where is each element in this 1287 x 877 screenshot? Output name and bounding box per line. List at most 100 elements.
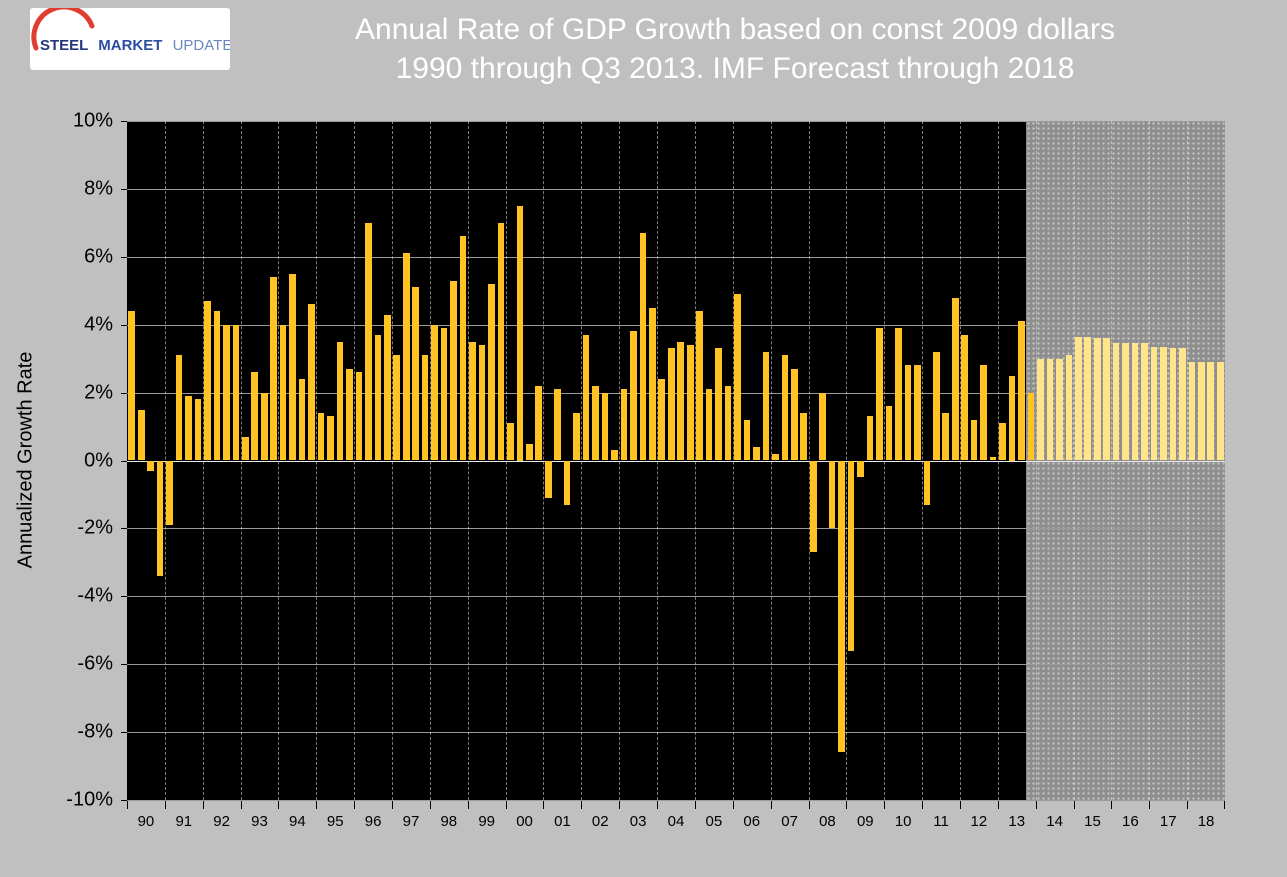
x-tick-mark [1073,801,1075,809]
x-tick-mark [846,801,848,809]
y-tick-mark [121,664,127,666]
gridline [127,188,1225,190]
x-tick-mark [392,801,394,809]
y-tick-label: 2% [84,381,113,404]
gdp-actual-bar [1018,321,1025,461]
gdp-actual-bar [374,334,382,461]
y-tick-label: -6% [77,652,113,675]
gdp-forecast-bar [1056,358,1063,461]
x-year-label: 98 [440,813,458,830]
gdp-actual-bar [791,368,798,461]
x-tick-mark [884,801,886,809]
gdp-forecast-bar [1216,362,1224,461]
gdp-forecast-bar [1179,348,1186,461]
x-year-label: 90 [137,813,155,830]
gdp-forecast-bar [1065,355,1073,461]
x-year-label: 01 [554,813,571,830]
gdp-actual-bar [327,416,334,461]
gdp-forecast-bar [1084,336,1092,461]
year-separator-line [278,121,280,800]
gdp-forecast-bar [1103,338,1110,461]
x-tick-mark [202,801,204,809]
y-tick-label: -2% [77,516,113,539]
svg-text:STEEL MARKET U: STEEL MARKET UPDATE [40,37,230,54]
y-tick-mark [121,324,127,326]
gdp-actual-bar [317,412,325,461]
y-tick-mark [121,188,127,190]
gdp-actual-bar [667,348,675,461]
gdp-actual-bar [895,328,902,461]
x-tick-mark [732,801,734,809]
gdp-actual-bar [847,460,855,651]
gdp-actual-bar [885,406,893,461]
x-tick-mark [354,801,356,809]
year-separator-line [543,121,545,800]
gdp-actual-bar [535,385,543,461]
gdp-actual-bar [601,392,609,461]
x-tick-mark [127,801,128,809]
gdp-actual-bar [488,283,495,461]
y-tick-mark [121,460,127,462]
gdp-actual-bar [232,324,240,461]
x-year-label: 04 [667,813,685,830]
gdp-actual-bar [242,436,249,461]
x-tick-mark [1224,801,1225,809]
x-tick-mark [240,801,242,809]
gdp-actual-bar [724,385,732,461]
gdp-actual-bar [137,409,145,461]
steel-market-update-logo: STEEL MARKET UPDATE [30,4,232,75]
x-year-label: 15 [1084,813,1101,830]
x-tick-mark [581,801,583,809]
gdp-actual-bar [753,446,760,461]
plot-area [127,121,1225,801]
gdp-actual-bar [961,334,968,461]
x-year-label: 07 [781,813,798,830]
x-tick-mark [808,801,810,809]
gdp-actual-bar [431,324,438,461]
gdp-actual-bar [866,416,874,461]
gdp-actual-bar [450,280,457,461]
x-year-label: 17 [1159,813,1177,830]
gdp-forecast-bar [1141,343,1148,461]
x-tick-mark [429,801,431,809]
x-tick-mark [657,801,659,809]
gdp-forecast-bar [1046,358,1054,461]
gdp-actual-bar [421,355,429,461]
gdp-actual-bar [989,457,997,461]
gdp-actual-bar [383,314,391,461]
x-axis-ticks [127,801,1225,812]
year-separator-line [770,121,772,800]
x-tick-mark [505,801,507,809]
year-separator-line [922,121,924,800]
gdp-actual-bar [516,205,524,461]
gdp-actual-bar [781,355,789,461]
gdp-actual-bar [980,365,987,461]
x-year-label: 94 [289,813,306,830]
gdp-actual-bar [402,253,410,461]
gdp-forecast-bar [1160,346,1167,461]
y-tick-mark [121,392,127,394]
year-separator-line [1149,121,1151,800]
year-separator-line [240,121,242,800]
gdp-forecast-bar [1074,336,1082,461]
gdp-actual-bar [611,450,618,461]
gdp-actual-bar [459,236,467,461]
gdp-actual-bar [412,287,419,461]
gdp-actual-bar [175,355,183,461]
x-year-label: 99 [478,813,496,830]
x-year-label: 05 [705,813,723,830]
gdp-actual-bar [639,233,647,461]
gdp-actual-bar [194,399,202,461]
x-tick-mark [467,801,469,809]
gdp-forecast-bar [1150,346,1158,461]
gdp-actual-bar [554,389,561,461]
year-separator-line [1035,121,1037,800]
x-year-label: 96 [364,813,382,830]
gdp-actual-bar [942,412,950,461]
gdp-actual-bar [582,334,590,461]
gdp-actual-bar [809,460,817,553]
gdp-actual-bar [204,300,211,461]
gdp-actual-bar [914,365,921,461]
gdp-actual-bar [1027,392,1035,461]
gdp-actual-bar [478,345,486,461]
